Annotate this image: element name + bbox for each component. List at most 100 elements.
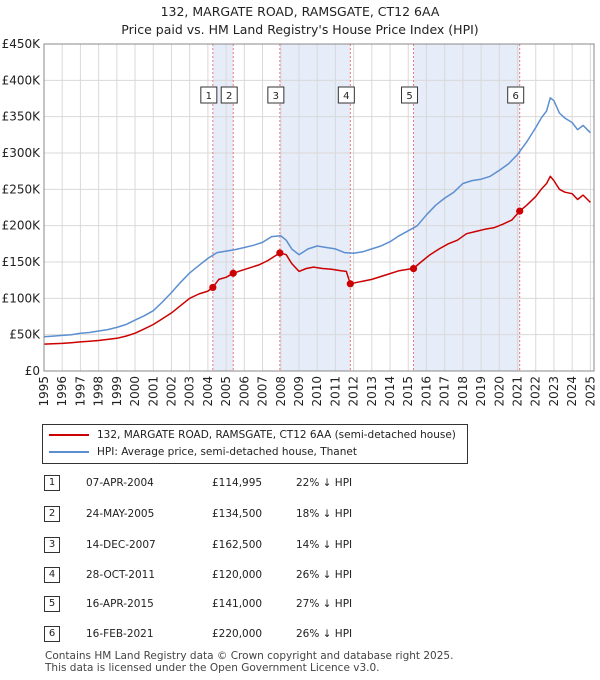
- marker-box-label: 3: [273, 91, 279, 102]
- marker-box: [507, 86, 525, 104]
- chart-title: 132, MARGATE ROAD, RAMSGATE, CT12 6AA: [160, 4, 440, 19]
- table-row: 5 16-APR-2015 £141,000 27% ↓ HPI: [42, 595, 562, 613]
- x-tick-label: 2013: [365, 376, 379, 407]
- transaction-date: 16-FEB-2021: [86, 628, 154, 640]
- transaction-price: £114,995: [212, 477, 263, 489]
- transaction-number-badge: 3: [44, 537, 60, 553]
- transaction-hpi-diff: 26% ↓ HPI: [296, 628, 353, 640]
- y-tick-label: £400K: [2, 73, 42, 87]
- transaction-date: 14-DEC-2007: [86, 539, 156, 551]
- property-series-line: [43, 175, 591, 345]
- transaction-number-badge: 2: [44, 506, 60, 522]
- transaction-price: £134,500: [212, 508, 263, 520]
- sale-point: [346, 280, 354, 288]
- y-tick-label: £250K: [2, 182, 42, 196]
- x-tick-label: 2023: [547, 376, 561, 407]
- transaction-number-badge: 4: [44, 567, 60, 583]
- x-tick-label: 2015: [401, 376, 415, 407]
- x-tick-label: 1997: [73, 376, 87, 407]
- legend-label-hpi: HPI: Average price, semi-detached house,…: [97, 446, 357, 458]
- transaction-hpi-diff: 27% ↓ HPI: [296, 598, 353, 610]
- x-tick-label: 2000: [128, 376, 142, 407]
- x-tick-label: 2014: [383, 376, 397, 407]
- chart-subtitle: Price paid vs. HM Land Registry's House …: [121, 22, 479, 37]
- marker-box-label: 4: [343, 91, 349, 102]
- x-tick-label: 2010: [310, 376, 324, 407]
- sale-point: [516, 207, 524, 215]
- x-tick-label: 1996: [55, 376, 69, 407]
- table-row: 1 07-APR-2004 £114,995 22% ↓ HPI: [42, 474, 562, 492]
- marker-box-label: 5: [406, 91, 412, 102]
- transaction-number-badge: 6: [44, 626, 60, 642]
- x-tick-label: 2019: [474, 376, 488, 407]
- x-tick-label: 2016: [419, 376, 433, 407]
- marker-box: [337, 86, 355, 104]
- sale-point: [209, 283, 217, 292]
- x-tick-label: 1995: [37, 376, 51, 407]
- x-tick-label: 1999: [110, 376, 124, 407]
- transaction-number-badge: 5: [44, 596, 60, 612]
- marker-box-label: 1: [206, 91, 212, 102]
- transaction-price: £162,500: [212, 539, 263, 551]
- x-tick-label: 2008: [274, 376, 288, 407]
- x-tick-label: 2025: [583, 376, 597, 407]
- sale-point: [276, 249, 284, 257]
- x-tick-label: 2002: [164, 376, 178, 407]
- transaction-hpi-diff: 14% ↓ HPI: [296, 539, 353, 551]
- x-tick-label: 2012: [347, 376, 361, 407]
- transaction-number-badge: 1: [44, 475, 60, 491]
- sale-point: [229, 269, 237, 277]
- marker-box: [220, 86, 238, 104]
- table-row: 4 28-OCT-2011 £120,000 26% ↓ HPI: [42, 566, 562, 584]
- x-tick-label: 2020: [492, 376, 506, 407]
- shaded-period: [413, 44, 520, 371]
- x-tick-label: 2006: [237, 376, 251, 407]
- transaction-hpi-diff: 26% ↓ HPI: [296, 569, 353, 581]
- x-tick-label: 2009: [292, 376, 306, 407]
- sale-point: [409, 264, 418, 273]
- y-tick-label: £50K: [9, 328, 41, 342]
- x-tick-label: 2024: [565, 376, 579, 407]
- y-tick-label: £0: [25, 364, 40, 378]
- x-tick-label: 2011: [328, 376, 342, 407]
- transaction-price: £141,000: [212, 598, 263, 610]
- footer-licence: This data is licensed under the Open Gov…: [45, 662, 380, 674]
- transaction-date: 28-OCT-2011: [86, 569, 155, 581]
- x-tick-label: 2022: [529, 376, 543, 407]
- x-tick-label: 2007: [256, 376, 270, 407]
- chart-legend: 132, MARGATE ROAD, RAMSGATE, CT12 6AA (s…: [42, 424, 468, 464]
- y-tick-label: £100K: [2, 291, 42, 305]
- x-tick-label: 2021: [511, 376, 525, 407]
- x-tick-label: 2005: [219, 376, 233, 407]
- x-tick-label: 2017: [438, 376, 452, 407]
- price-chart: 1 2 3 4 5 6 £0 £50K £100K £150K £200K £250K £300K £35…: [2, 37, 598, 407]
- table-row: 3 14-DEC-2007 £162,500 14% ↓ HPI: [42, 536, 562, 554]
- transaction-date: 16-APR-2015: [86, 598, 154, 610]
- x-tick-label: 2003: [183, 376, 197, 407]
- x-tick-label: 2018: [456, 376, 470, 407]
- y-tick-label: £450K: [2, 37, 42, 51]
- marker-box: [401, 86, 419, 104]
- table-row: 2 24-MAY-2005 £134,500 18% ↓ HPI: [42, 505, 562, 523]
- marker-box: [267, 86, 285, 104]
- transaction-date: 24-MAY-2005: [86, 508, 155, 520]
- plot-frame: [43, 43, 595, 372]
- marker-box-label: 2: [226, 91, 232, 102]
- transaction-hpi-diff: 18% ↓ HPI: [296, 508, 353, 520]
- x-tick-label: 1998: [92, 376, 106, 407]
- marker-box: [200, 86, 218, 104]
- y-tick-label: £300K: [2, 146, 42, 160]
- legend-swatch-hpi: [49, 451, 89, 453]
- y-tick-label: £150K: [2, 255, 42, 269]
- transaction-price: £120,000: [212, 569, 263, 581]
- hpi-series-line: [43, 97, 591, 338]
- transaction-date: 07-APR-2004: [86, 477, 154, 489]
- table-row: 6 16-FEB-2021 £220,000 26% ↓ HPI: [42, 625, 562, 643]
- y-tick-label: £350K: [2, 110, 42, 124]
- footer: Contains HM Land Registry data © Crown c…: [45, 650, 453, 674]
- transaction-price: £220,000: [212, 628, 263, 640]
- y-tick-label: £200K: [2, 219, 42, 233]
- legend-swatch-property: [49, 434, 89, 436]
- shaded-period: [212, 44, 234, 371]
- marker-box-label: 6: [513, 91, 519, 102]
